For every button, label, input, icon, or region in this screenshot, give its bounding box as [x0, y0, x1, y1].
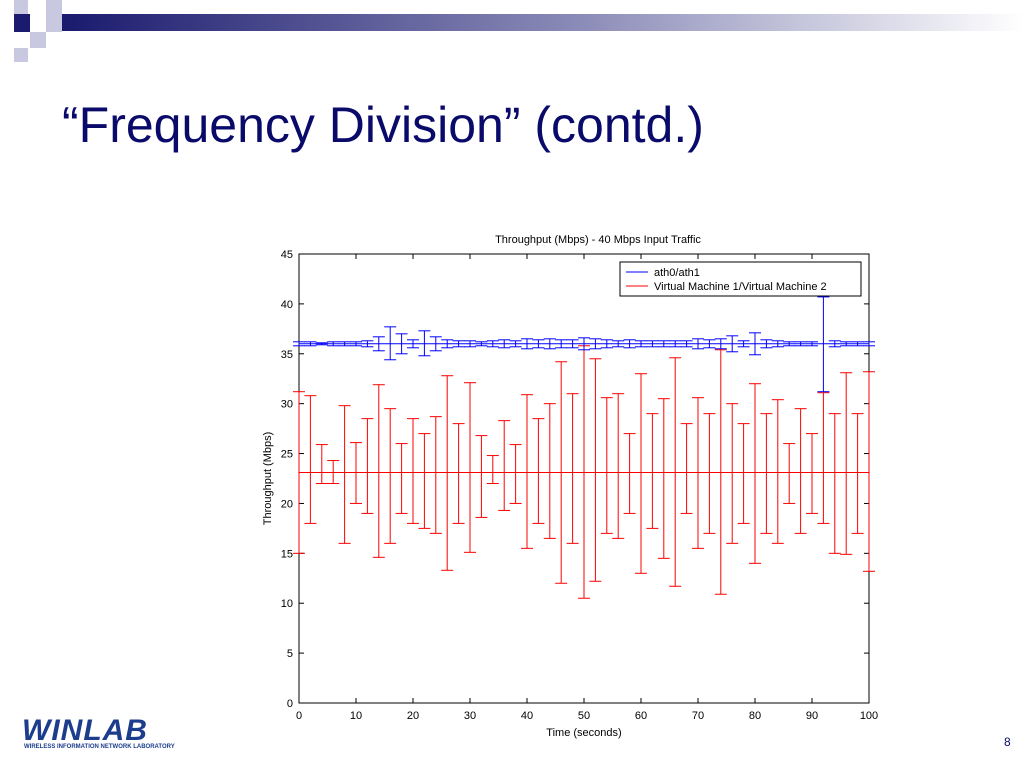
deco-square: [14, 14, 30, 32]
x-tick-label: 10: [350, 710, 362, 722]
x-tick-label: 0: [296, 710, 302, 722]
page-number: 8: [1004, 735, 1011, 749]
y-tick-label: 35: [281, 349, 293, 361]
legend-entry: ath0/ath1: [654, 267, 700, 279]
x-axis-label: Time (seconds): [546, 727, 621, 739]
logo-subtitle: WIRELESS INFORMATION NETWORK LABORATORY: [24, 744, 175, 750]
x-tick-label: 90: [806, 710, 818, 722]
chart-title: Throughput (Mbps) - 40 Mbps Input Traffi…: [495, 234, 701, 246]
y-axis-label: Throughput (Mbps): [262, 432, 274, 526]
x-tick-label: 60: [635, 710, 647, 722]
winlab-logo: WINLAB WIRELESS INFORMATION NETWORK LABO…: [22, 716, 192, 754]
y-tick-label: 45: [281, 249, 293, 261]
deco-square: [46, 0, 62, 14]
x-tick-label: 20: [407, 710, 419, 722]
y-tick-label: 10: [281, 598, 293, 610]
deco-square: [46, 14, 62, 32]
y-tick-label: 5: [287, 648, 293, 660]
x-tick-label: 80: [749, 710, 761, 722]
x-tick-label: 50: [578, 710, 590, 722]
deco-square: [30, 32, 46, 48]
header-gradient-bar: [62, 14, 1024, 31]
y-tick-label: 15: [281, 548, 293, 560]
x-tick-label: 40: [521, 710, 533, 722]
logo-wordmark: WINLAB: [22, 714, 148, 747]
x-tick-label: 100: [860, 710, 878, 722]
y-tick-label: 30: [281, 399, 293, 411]
y-tick-label: 20: [281, 498, 293, 510]
x-tick-label: 30: [464, 710, 476, 722]
y-tick-label: 40: [281, 299, 293, 311]
x-tick-label: 70: [692, 710, 704, 722]
slide-corner-decoration: [14, 0, 1024, 62]
y-tick-label: 25: [281, 449, 293, 461]
slide-title: “Frequency Division” (contd.): [62, 97, 704, 153]
y-tick-label: 0: [287, 698, 293, 710]
deco-square: [14, 0, 28, 14]
deco-square: [30, 14, 46, 32]
deco-square: [14, 48, 28, 62]
legend-entry: Virtual Machine 1/Virtual Machine 2: [654, 281, 827, 293]
legend-box: [619, 261, 862, 297]
